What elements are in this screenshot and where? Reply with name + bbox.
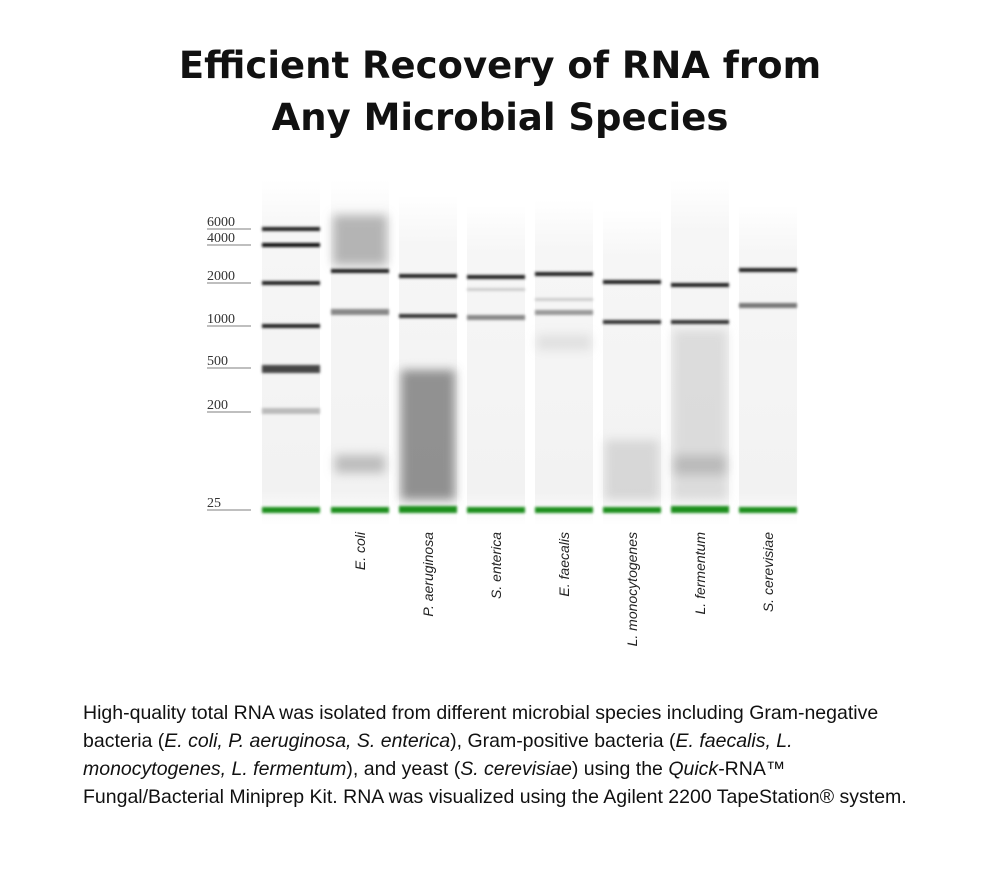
lane-label: E. faecalis (556, 532, 572, 597)
caption-species: E. faecalis, L. monocytogenes, L. fermen… (83, 730, 793, 780)
lane-label: P. aeruginosa (420, 532, 436, 617)
ladder-label: 25 (207, 496, 221, 511)
caption-text: ), and yeast ( (346, 758, 461, 780)
smears (333, 215, 727, 500)
ladder-label: 4000 (207, 231, 235, 246)
lane-label: L. fermentum (692, 532, 708, 615)
caption: High-quality total RNA was isolated from… (83, 699, 913, 811)
lane-label: S. enterica (488, 532, 504, 599)
caption-text: High-quality total RNA was isolated from… (83, 702, 879, 752)
title-line: Any Microbial Species (271, 96, 729, 139)
caption-species: S. cerevisiae (460, 758, 572, 780)
caption-text: ) using the (571, 758, 669, 780)
caption-text: -RNA™ Fungal/Bacterial Miniprep Kit. RNA… (83, 758, 907, 808)
lane-label: E. coli (352, 531, 368, 570)
lane-labels: E. coli P. aeruginosa S. enterica E. faecal… (352, 531, 776, 646)
lane-label: L. monocytogenes (624, 532, 640, 646)
caption-species: E. coli, P. aeruginosa, S. enterica (164, 730, 451, 752)
caption-product: Quick (668, 758, 719, 780)
ladder-label: 6000 (207, 215, 235, 230)
bands (262, 227, 797, 414)
marker-bands (262, 506, 797, 513)
ladder-label: 500 (207, 354, 228, 369)
caption-text: ), Gram-positive bacteria ( (450, 730, 676, 752)
title: Efficient Recovery of RNA from Any Micro… (0, 40, 1000, 144)
ladder-label: 1000 (207, 312, 235, 327)
ladder-label: 200 (207, 398, 228, 413)
title-line: Efficient Recovery of RNA from (178, 44, 822, 87)
ladder-label: 2000 (207, 269, 235, 284)
lane-label: S. cerevisiae (760, 532, 776, 612)
